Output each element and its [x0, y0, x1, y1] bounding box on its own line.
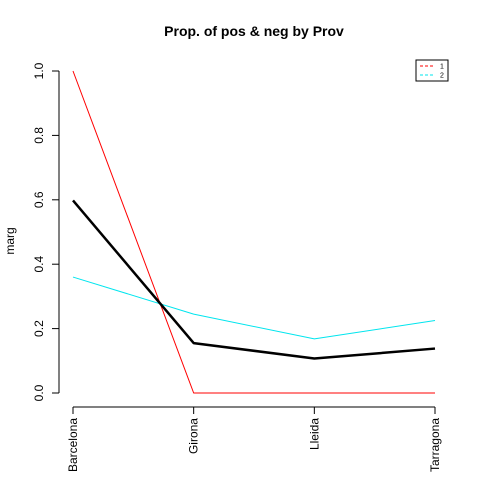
y-tick-label: 0.4: [32, 256, 46, 273]
axes: 0.0 0.2 0.4 0.6 0.8 1.0 Barcelona Girona Lleida T…: [32, 62, 442, 472]
x-tick-label: Tarragona: [428, 418, 442, 472]
series-line-1: [72, 70, 435, 394]
y-tick-label: 0.8: [32, 127, 46, 144]
legend: 12: [415, 59, 449, 82]
y-tick-label: 0.0: [32, 384, 46, 401]
x-tick-label: Lleida: [307, 418, 321, 450]
series-layer: [72, 70, 436, 394]
series-line-mean: [72, 199, 436, 360]
y-tick-label: 0.6: [32, 191, 46, 208]
legend-label-2: 2: [440, 73, 444, 80]
series-line-2: [72, 276, 436, 340]
x-tick-label: Barcelona: [66, 418, 80, 472]
y-axis-label: marg: [3, 227, 17, 254]
chart-title: Prop. of pos & neg by Prov: [164, 23, 344, 39]
legend-box: [415, 59, 449, 82]
legend-label-1: 1: [440, 64, 444, 71]
y-tick-label: 0.2: [32, 320, 46, 337]
y-tick-label: 1.0: [32, 62, 46, 79]
x-tick-label: Girona: [187, 418, 201, 454]
